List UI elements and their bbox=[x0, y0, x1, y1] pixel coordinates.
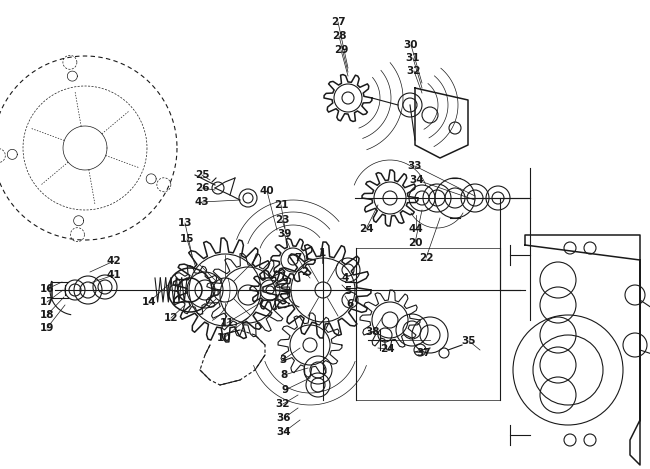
Text: 4: 4 bbox=[341, 273, 348, 283]
Text: 13: 13 bbox=[177, 218, 192, 228]
Text: 23: 23 bbox=[275, 215, 289, 225]
Text: 41: 41 bbox=[107, 270, 122, 280]
Text: 3: 3 bbox=[280, 355, 287, 365]
Text: 9: 9 bbox=[281, 385, 289, 395]
Text: 28: 28 bbox=[332, 31, 346, 41]
Text: 2: 2 bbox=[302, 267, 309, 277]
Text: 21: 21 bbox=[274, 200, 288, 210]
Text: 33: 33 bbox=[408, 161, 422, 171]
Text: 30: 30 bbox=[404, 40, 418, 50]
Text: 10: 10 bbox=[216, 333, 231, 343]
Text: 18: 18 bbox=[40, 310, 54, 320]
Text: 32: 32 bbox=[407, 66, 421, 76]
Text: 22: 22 bbox=[419, 253, 434, 263]
Text: 40: 40 bbox=[260, 186, 274, 196]
Text: 24: 24 bbox=[359, 224, 373, 234]
Text: 15: 15 bbox=[180, 234, 194, 244]
Text: 1: 1 bbox=[318, 248, 326, 258]
Text: 31: 31 bbox=[406, 53, 421, 63]
Text: 25: 25 bbox=[195, 170, 209, 180]
Text: 27: 27 bbox=[331, 17, 345, 27]
Text: 20: 20 bbox=[408, 238, 422, 248]
Text: 19: 19 bbox=[40, 323, 54, 333]
Text: 12: 12 bbox=[164, 313, 178, 323]
Text: 16: 16 bbox=[40, 284, 54, 294]
Text: 11: 11 bbox=[220, 318, 234, 328]
Text: 29: 29 bbox=[334, 45, 348, 55]
Text: 5: 5 bbox=[344, 286, 352, 296]
Text: 42: 42 bbox=[107, 256, 122, 266]
Text: 34: 34 bbox=[277, 427, 291, 437]
Text: 8: 8 bbox=[280, 370, 287, 380]
Text: 7: 7 bbox=[294, 253, 302, 263]
Text: 35: 35 bbox=[462, 336, 476, 346]
Text: 17: 17 bbox=[40, 297, 55, 307]
Text: 43: 43 bbox=[195, 197, 209, 207]
Text: 39: 39 bbox=[277, 229, 291, 239]
Text: 44: 44 bbox=[409, 224, 423, 234]
Text: 34: 34 bbox=[410, 175, 424, 185]
Text: 36: 36 bbox=[277, 413, 291, 423]
Text: 14: 14 bbox=[142, 297, 156, 307]
Text: 37: 37 bbox=[417, 348, 432, 358]
Text: 38: 38 bbox=[366, 327, 380, 337]
Text: 26: 26 bbox=[195, 183, 209, 193]
Text: 6: 6 bbox=[346, 299, 354, 309]
Text: 32: 32 bbox=[276, 399, 291, 409]
Text: 24: 24 bbox=[380, 344, 395, 354]
